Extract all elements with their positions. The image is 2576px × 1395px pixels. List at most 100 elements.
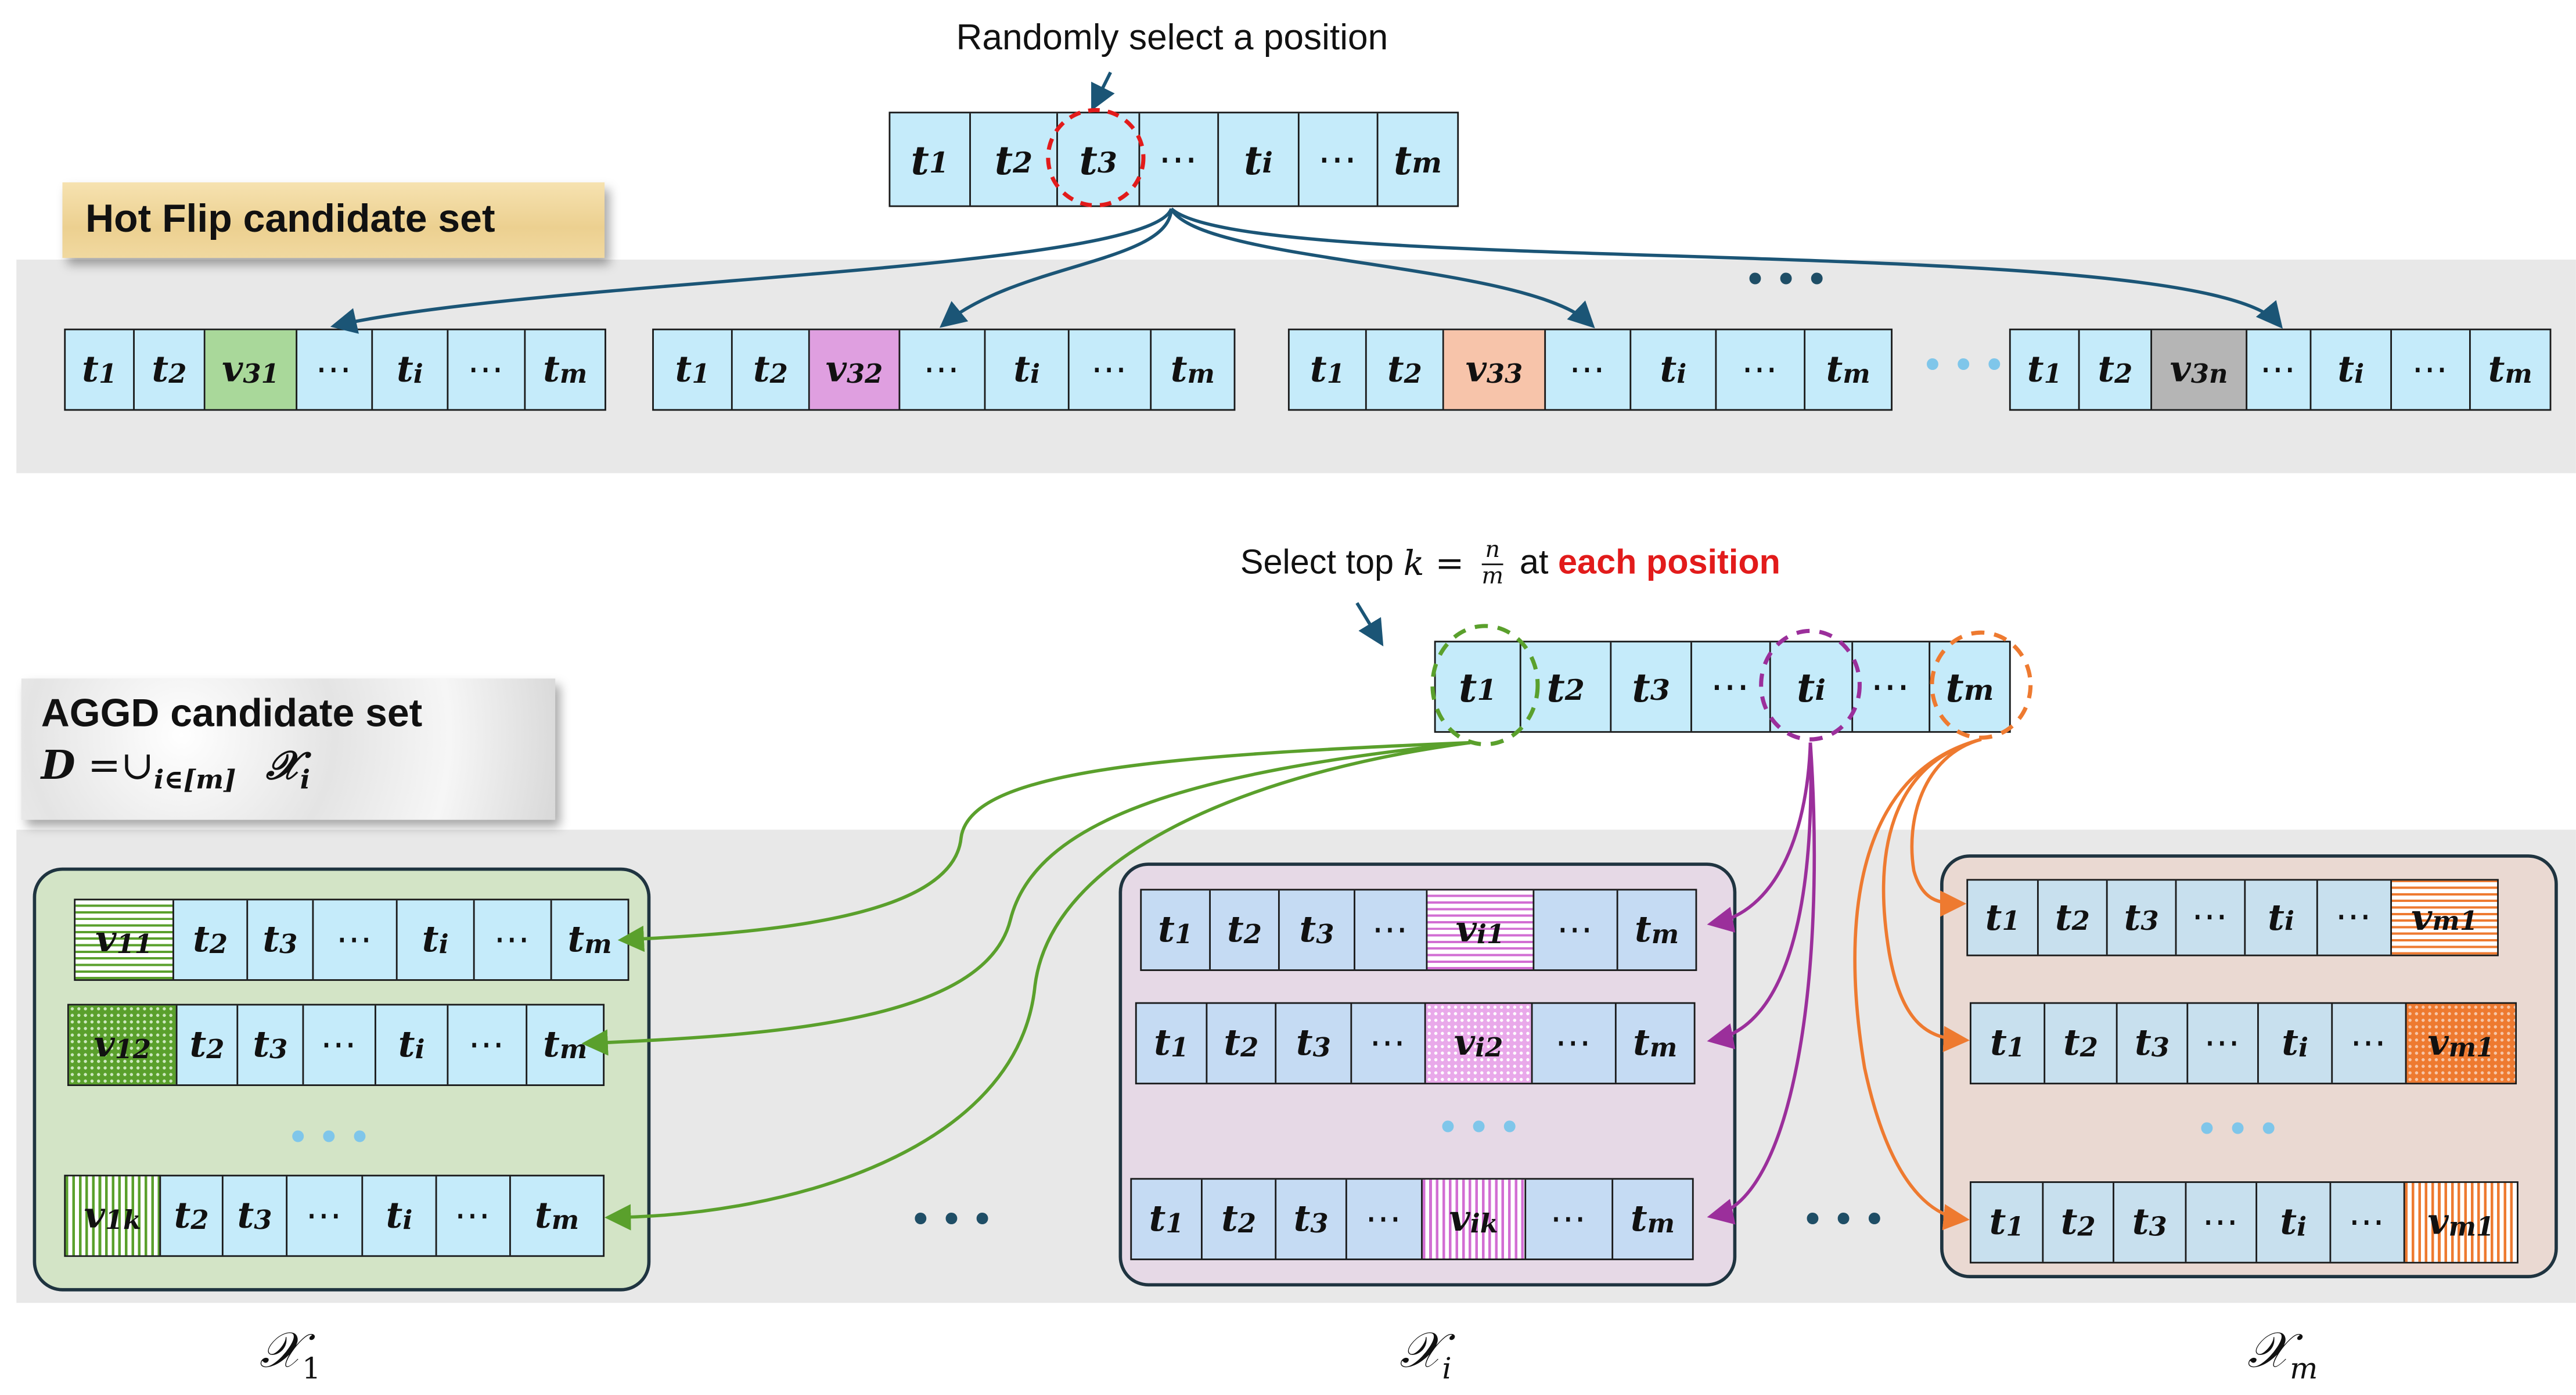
token-subscript: 31 xyxy=(243,358,279,390)
token-symbol: t xyxy=(1945,663,1964,711)
token-symbol: t xyxy=(386,1194,403,1238)
token-symbol: t xyxy=(2280,1200,2297,1244)
token-symbol: ⋯ xyxy=(2204,1023,2242,1064)
ellipsis-cell: ⋯ xyxy=(2333,1004,2407,1083)
token-symbol: v xyxy=(1465,348,1487,391)
set-symbol-xi: 𝒳 xyxy=(1399,1322,1442,1380)
replaced-token-cell: v 11 xyxy=(75,900,174,980)
token-subscript: 2 xyxy=(2079,1031,2098,1063)
replaced-token-cell: v 12 xyxy=(69,1005,178,1085)
token-subscript: 1 xyxy=(929,147,949,180)
replaced-token-cell: v m1 xyxy=(2405,1182,2517,1262)
ellipsis-cell: ⋯ xyxy=(448,330,526,409)
hotflip-dots-row: ••• xyxy=(1922,345,2015,384)
token-subscript: 2 xyxy=(1013,147,1033,180)
set-symbol-xm: 𝒳 xyxy=(2247,1322,2290,1380)
hotflip-row-1: t 1 t 2 v 31 ⋯ t i ⋯ t m xyxy=(64,328,606,411)
hotflip-arrow-4 xyxy=(1170,207,2283,329)
replaced-token-cell: v ik xyxy=(1422,1180,1527,1259)
aggd-union-sub: i∈[m] xyxy=(153,763,236,795)
token-symbol: t xyxy=(675,348,692,391)
token-symbol: t xyxy=(1633,1022,1650,1065)
set-label-xm: 𝒳m xyxy=(2247,1322,2318,1386)
token-symbol: t xyxy=(1226,908,1244,951)
caption-pointer-arrow xyxy=(1091,71,1115,112)
aggd-caption-pre: Select top xyxy=(1240,544,1404,582)
replaced-token-cell: v 1k xyxy=(66,1176,161,1256)
token-subscript: m1 xyxy=(2448,1031,2495,1063)
token-subscript: 3 xyxy=(2149,1210,2167,1242)
set-sub-xm: m xyxy=(2290,1352,2318,1387)
token-symbol: ⋯ xyxy=(468,1024,506,1066)
ellipsis-cell: ⋯ xyxy=(1534,890,1618,970)
circle-tm xyxy=(1930,630,2033,740)
token-symbol: t xyxy=(1990,1022,2007,1065)
token-subscript: 2 xyxy=(769,358,788,390)
token-symbol: v xyxy=(95,918,117,961)
xm-row-1: t 1 t 2 t 3 ⋯ t i ⋯ v m1 xyxy=(1966,879,2499,957)
selected-position-circle xyxy=(1046,108,1146,208)
ellipsis-cell: ⋯ xyxy=(1546,330,1632,409)
token-symbol: t xyxy=(1296,1022,1313,1065)
token-symbol: ⋯ xyxy=(1870,663,1912,710)
token-symbol: v xyxy=(2411,896,2433,939)
token-subscript: 3 xyxy=(269,1033,288,1065)
orange-arrow-1 xyxy=(1910,738,1982,917)
token-subscript: 2 xyxy=(1564,674,1585,708)
token-symbol: t xyxy=(2027,348,2044,391)
token-subscript: 3 xyxy=(1650,674,1670,708)
token-subscript: 1 xyxy=(1165,1207,1184,1239)
x1-row-2: v 12 t 2 t 3 ⋯ t i ⋯ t m xyxy=(67,1004,605,1086)
ellipsis-cell: ⋯ xyxy=(2176,880,2246,955)
token-symbol: t xyxy=(2124,896,2141,939)
token-symbol: ⋯ xyxy=(454,1195,492,1236)
ellipsis-cell: ⋯ xyxy=(314,900,398,980)
token-subscript: i xyxy=(2298,1031,2309,1063)
token-subscript: 2 xyxy=(1237,1207,1257,1239)
token-symbol: ⋯ xyxy=(1158,136,1200,183)
token-symbol: v xyxy=(93,1023,115,1067)
between-dots-2: ••• xyxy=(1802,1199,1895,1239)
token-subscript: m xyxy=(551,1204,580,1236)
ellipsis-cell: ⋯ xyxy=(2247,330,2312,409)
token-symbol: ⋯ xyxy=(2350,1023,2388,1064)
aggd-pointer-arrow xyxy=(1355,602,1384,646)
aggd-caption-frac: n m xyxy=(1482,537,1504,589)
ellipsis-cell: ⋯ xyxy=(1352,1004,1426,1083)
ellipsis-cell: ⋯ xyxy=(1717,330,1806,409)
x1-row-3: v 1k t 2 t 3 ⋯ t i ⋯ t m xyxy=(64,1174,605,1257)
token-subscript: 1 xyxy=(98,358,117,390)
token-symbol: t xyxy=(2098,348,2115,391)
token-symbol: ⋯ xyxy=(923,349,961,390)
token-subscript: m xyxy=(1649,1031,1678,1063)
token-subscript: 1 xyxy=(2006,1210,2024,1242)
replaced-token-cell: v m1 xyxy=(2392,880,2498,955)
token-symbol: t xyxy=(422,918,439,961)
token-subscript: 2 xyxy=(1404,358,1422,390)
token-symbol: t xyxy=(543,1023,560,1067)
token-symbol: v xyxy=(1449,1198,1470,1241)
token-subscript: i xyxy=(413,358,423,390)
